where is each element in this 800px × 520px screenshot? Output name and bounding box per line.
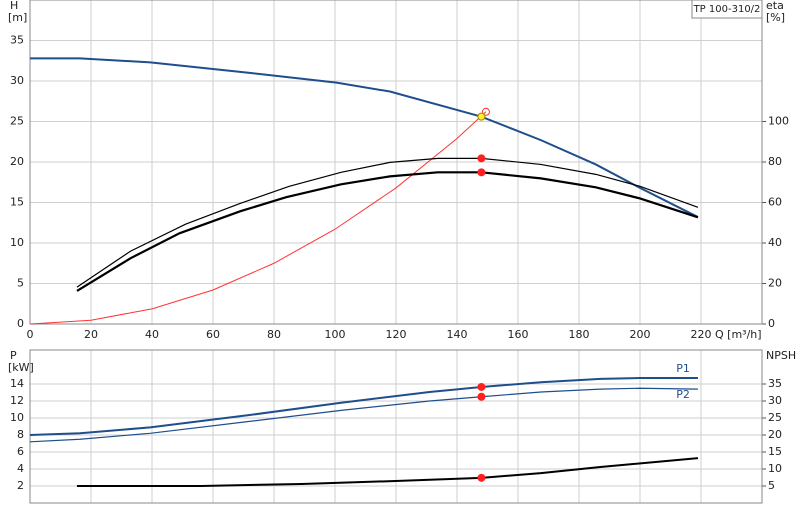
y-axis-unit: [kW]	[8, 361, 34, 374]
y-axis-label: H	[10, 0, 18, 12]
x-tick-label: 140	[447, 328, 468, 341]
chart-title: TP 100-310/2	[693, 4, 761, 15]
curve	[29, 377, 698, 436]
x-tick-label: 60	[206, 328, 220, 341]
y2-tick-label: 30	[768, 394, 782, 407]
x-tick-label: 180	[569, 328, 590, 341]
duty-point	[481, 107, 490, 116]
y-tick-label: 10	[10, 236, 24, 249]
duty-point	[477, 168, 486, 177]
y2-tick-label: 100	[768, 115, 789, 128]
curve	[30, 57, 699, 218]
y2-axis-label: NPSH	[766, 349, 796, 362]
curve	[76, 157, 699, 288]
plot-frame	[29, 0, 763, 325]
legend-label: P2	[676, 388, 690, 401]
plot-frame	[29, 349, 763, 504]
y2-tick-label: 60	[768, 196, 782, 209]
y-tick-label: 4	[17, 462, 24, 475]
y-tick-label: 12	[10, 394, 24, 407]
duty-point	[477, 154, 486, 163]
y2-tick-label: 0	[768, 317, 775, 330]
x-axis-label: Q [m³/h]	[715, 328, 762, 341]
y-tick-label: 20	[10, 155, 24, 168]
y-tick-label: 2	[17, 479, 24, 492]
y-tick-label: 8	[17, 428, 24, 441]
y-tick-label: 15	[10, 196, 24, 209]
y2-tick-label: 40	[768, 236, 782, 249]
y-tick-label: 6	[17, 445, 24, 458]
x-tick-label: 120	[386, 328, 407, 341]
x-tick-label: 220	[691, 328, 712, 341]
y2-tick-label: 5	[768, 479, 775, 492]
legend-label: P1	[676, 362, 690, 375]
y-tick-label: 0	[17, 317, 24, 330]
y-tick-label: 5	[17, 277, 24, 290]
x-tick-label: 20	[84, 328, 98, 341]
curve	[29, 387, 698, 443]
y2-axis-unit: [%]	[766, 11, 785, 24]
duty-point	[477, 112, 486, 121]
y-axis-unit: [m]	[8, 11, 27, 24]
duty-point	[477, 473, 486, 482]
x-tick-label: 0	[27, 328, 34, 341]
x-tick-label: 40	[145, 328, 159, 341]
y2-axis-label: eta	[766, 0, 784, 12]
y2-tick-label: 20	[768, 428, 782, 441]
y-tick-label: 10	[10, 411, 24, 424]
duty-point	[477, 392, 486, 401]
y2-tick-label: 35	[768, 377, 782, 390]
y-tick-label: 30	[10, 74, 24, 87]
curve	[76, 457, 699, 487]
y-tick-label: 25	[10, 115, 24, 128]
curve	[76, 171, 699, 292]
y2-tick-label: 10	[768, 462, 782, 475]
y-tick-label: 14	[10, 377, 24, 390]
y-axis-label: P	[10, 349, 17, 362]
x-tick-label: 200	[630, 328, 651, 341]
y2-tick-label: 80	[768, 155, 782, 168]
y2-tick-label: 15	[768, 445, 782, 458]
duty-point	[477, 382, 486, 391]
y-tick-label: 35	[10, 34, 24, 47]
x-tick-label: 160	[508, 328, 529, 341]
y2-tick-label: 25	[768, 411, 782, 424]
title-box	[691, 0, 763, 19]
curve	[29, 111, 487, 325]
x-tick-label: 100	[325, 328, 346, 341]
y2-tick-label: 20	[768, 277, 782, 290]
x-tick-label: 80	[267, 328, 281, 341]
